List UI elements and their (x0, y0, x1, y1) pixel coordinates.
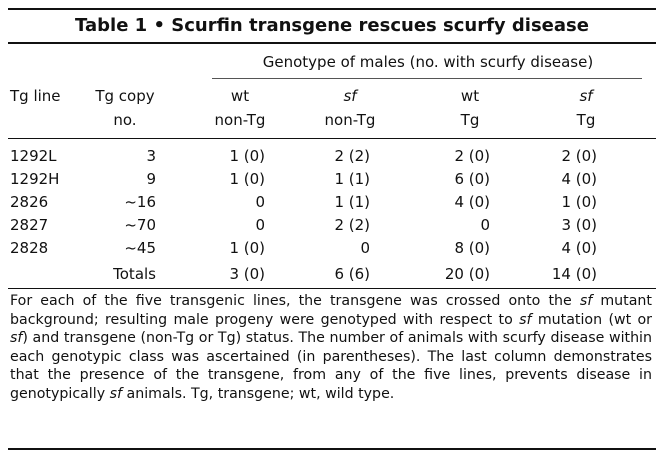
cell-wt-tg: 2 (0) (454, 147, 490, 165)
footnote-italic-sf: sf (519, 311, 532, 328)
footnote-text: ) and transgene (non-Tg or Tg) status. T… (10, 330, 652, 402)
footnote-text: mutation (wt or (531, 311, 652, 328)
cell-sf-non-tg: 2 (2) (334, 216, 370, 234)
cell-sf-tg: 4 (0) (561, 239, 597, 257)
top-rule (8, 8, 656, 10)
cell-wt-non-tg: 0 (255, 216, 265, 234)
header-sf-non-tg-2: non-Tg (324, 111, 376, 129)
genotype-header-rule (212, 78, 642, 79)
cell-sf-tg: 3 (0) (561, 216, 597, 234)
cell-wt-tg: 6 (0) (454, 170, 490, 188)
header-sf-non-tg-1: sf (343, 87, 357, 105)
cell-sf-non-tg: 1 (1) (334, 170, 370, 188)
table-title: Table 1 • Scurfin transgene rescues scur… (75, 15, 589, 36)
header-wt-non-tg-1: wt (230, 87, 250, 105)
bottom-rule (8, 448, 656, 450)
cell-tg-copy: 3 (146, 147, 156, 165)
header-tg-line: Tg line (10, 87, 61, 105)
cell-tg-line: 1292L (10, 147, 57, 165)
table-footnote: For each of the five transgenic lines, t… (10, 292, 652, 404)
totals-rule (8, 288, 656, 289)
title-rule (8, 42, 656, 44)
totals-wt-tg: 20 (0) (444, 265, 490, 283)
cell-tg-copy: ~70 (124, 216, 156, 234)
header-wt-tg-2: Tg (460, 111, 480, 129)
totals-sf-tg: 14 (0) (551, 265, 597, 283)
cell-tg-copy: ~45 (124, 239, 156, 257)
cell-wt-non-tg: 0 (255, 193, 265, 211)
cell-tg-line: 2827 (10, 216, 49, 234)
header-sf-tg-2: Tg (576, 111, 596, 129)
footnote-text: animals. Tg, transgene; wt, wild type. (122, 385, 395, 402)
header-tg-copy: Tg copy (95, 87, 155, 105)
footnote-italic-sf: sf (109, 385, 122, 402)
genotype-header: Genotype of males (no. with scurfy disea… (262, 53, 594, 71)
header-wt-tg-1: wt (460, 87, 480, 105)
cell-tg-copy: ~16 (124, 193, 156, 211)
cell-tg-line: 1292H (10, 170, 60, 188)
cell-tg-copy: 9 (146, 170, 156, 188)
footnote-italic-sf: sf (579, 293, 593, 309)
cell-sf-non-tg: 0 (360, 239, 370, 257)
cell-sf-non-tg: 1 (1) (334, 193, 370, 211)
cell-wt-tg: 8 (0) (454, 239, 490, 257)
cell-wt-tg: 4 (0) (454, 193, 490, 211)
cell-wt-non-tg: 1 (0) (229, 147, 265, 165)
cell-sf-tg: 4 (0) (561, 170, 597, 188)
cell-wt-tg: 0 (480, 216, 490, 234)
cell-tg-line: 2828 (10, 239, 49, 257)
cell-wt-non-tg: 1 (0) (229, 170, 265, 188)
cell-sf-non-tg: 2 (2) (334, 147, 370, 165)
cell-sf-tg: 1 (0) (561, 193, 597, 211)
header-body-rule (8, 138, 656, 139)
totals-label: Totals (113, 265, 156, 283)
header-wt-non-tg-2: non-Tg (214, 111, 266, 129)
totals-wt-non-tg: 3 (0) (229, 265, 265, 283)
cell-wt-non-tg: 1 (0) (229, 239, 265, 257)
totals-sf-non-tg: 6 (6) (334, 265, 370, 283)
header-tg-copy-no: no. (113, 111, 137, 129)
cell-tg-line: 2826 (10, 193, 49, 211)
footnote-text: For each of the five transgenic lines, t… (10, 293, 580, 309)
footnote-text: mutant background; resulting male progen… (10, 293, 652, 328)
header-sf-tg-1: sf (579, 87, 593, 105)
footnote-italic-sf: sf (10, 330, 23, 347)
cell-sf-tg: 2 (0) (561, 147, 597, 165)
